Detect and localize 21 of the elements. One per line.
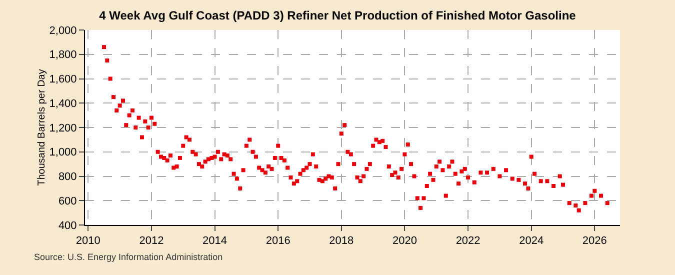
y-tick-label: 1,600 [49,74,77,86]
y-tick-label: 800 [58,171,77,184]
y-tick-label: 1,400 [49,98,77,110]
y-tick-label: 1,200 [49,122,77,134]
x-tick-label: 2014 [202,235,228,248]
x-tick-label: 2026 [582,235,607,248]
chart-title: 4 Week Avg Gulf Coast (PADD 3) Refiner Net Production of Finished Motor Gasoline [99,8,576,22]
x-tick-label: 2012 [139,235,164,248]
y-tick-label: 1,000 [49,146,77,159]
x-tick-label: 2024 [519,235,544,248]
y-tick-label: 400 [58,220,77,232]
y-tick-label: 1,800 [49,49,77,62]
x-tick-label: 2020 [392,235,417,248]
source-note: Source: U.S. Energy Information Administration [34,252,223,262]
y-tick-label: 600 [58,195,77,208]
x-tick-label: 2022 [456,235,480,248]
x-tick-label: 2010 [76,235,100,248]
x-tick-label: 2018 [329,235,354,248]
y-axis-title: Thousand Barrels per Day [36,69,48,186]
x-tick-label: 2016 [266,235,290,248]
y-tick-label: 2,000 [49,24,77,37]
